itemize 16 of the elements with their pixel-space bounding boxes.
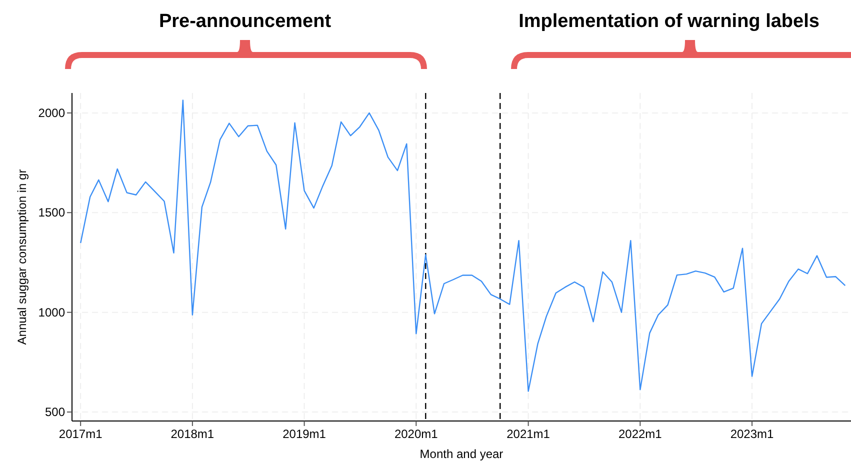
line-series bbox=[80, 100, 846, 392]
y-axis-title: Annual suggar consumption in gr bbox=[15, 169, 29, 345]
x-tick-label: 2018m1 bbox=[170, 427, 214, 441]
y-tick-label: 500 bbox=[44, 405, 66, 420]
y-tick-label: 1500 bbox=[38, 206, 66, 220]
y-tick-label: 1000 bbox=[38, 305, 66, 320]
text: Implementation of warning labels bbox=[518, 11, 820, 32]
x-tick-label: 2020m1 bbox=[394, 427, 438, 441]
x-axis-title: Month and year bbox=[420, 447, 504, 461]
text: Pre-announcement bbox=[158, 11, 332, 32]
x-tick-label: 2017m1 bbox=[58, 427, 103, 441]
x-tick-label: 2023m1 bbox=[730, 427, 774, 441]
x-tick-label: 2022m1 bbox=[618, 427, 662, 441]
x-tick-label: 2019m1 bbox=[282, 427, 326, 441]
x-tick-label: 2021m1 bbox=[506, 427, 550, 441]
y-tick-label: 2000 bbox=[38, 106, 66, 120]
